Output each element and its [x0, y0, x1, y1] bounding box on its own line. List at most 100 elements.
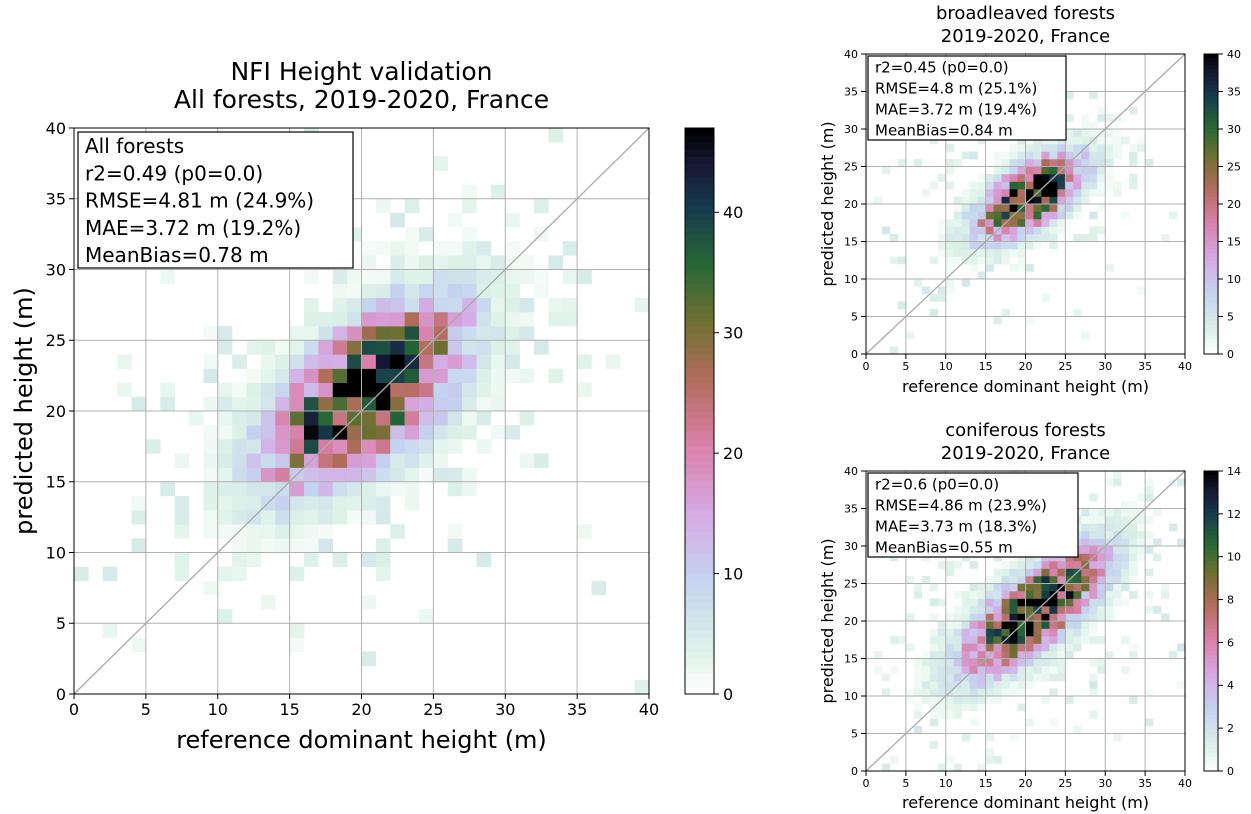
- heatmap-cell: [921, 696, 931, 704]
- colorbar-segment: [685, 488, 714, 497]
- heatmap-cell: [419, 283, 434, 299]
- heatmap-cell: [332, 382, 348, 398]
- heatmap-cell: [1097, 508, 1106, 517]
- heatmap-cell: [1097, 606, 1106, 614]
- heatmap-cell: [1081, 151, 1090, 160]
- heatmap-cell: [937, 294, 947, 302]
- heatmap-cell: [318, 311, 334, 327]
- colorbar-segment: [1204, 748, 1218, 753]
- heatmap-cell: [232, 411, 247, 426]
- heatmap-cell: [937, 561, 947, 569]
- heatmap-cell: [174, 566, 190, 582]
- colorbar-segment: [1204, 546, 1218, 551]
- heatmap-cell: [993, 568, 1002, 577]
- heatmap-cell: [921, 651, 931, 659]
- heatmap-cell: [1001, 256, 1010, 265]
- heatmap-cell: [447, 538, 463, 553]
- chart-title-line-2: 2019-2020, France: [941, 26, 1110, 47]
- heatmap-cell: [174, 453, 190, 468]
- heatmap-cell: [1169, 651, 1178, 659]
- heatmap-cell: [953, 226, 963, 235]
- colorbar-segment: [685, 156, 714, 164]
- heatmap-cell: [1097, 189, 1106, 197]
- colorbar-segment: [1204, 335, 1218, 340]
- heatmap-cell: [913, 583, 923, 592]
- heatmap-cell: [977, 651, 986, 659]
- colorbar-segment: [1204, 654, 1218, 659]
- colorbar-segment: [685, 495, 714, 504]
- x-tick-label: 15: [979, 360, 993, 373]
- colorbar-segment: [1204, 312, 1218, 317]
- heatmap-cell: [1073, 576, 1082, 584]
- colorbar-segment: [1204, 662, 1218, 667]
- heatmap-cell: [289, 340, 305, 355]
- heatmap-cell: [419, 326, 434, 341]
- heatmap-cell: [945, 249, 955, 257]
- heatmap-cell: [1025, 673, 1034, 682]
- heatmap-cell: [977, 688, 986, 697]
- heatmap-cell: [1105, 114, 1114, 122]
- heatmap-cell: [1113, 136, 1122, 145]
- heatmap-cell: [476, 269, 492, 284]
- heatmap-cell: [289, 524, 305, 539]
- heatmap-cell: [1017, 681, 1026, 689]
- colorbar-segment: [685, 319, 714, 327]
- heatmap-cell: [1105, 651, 1114, 659]
- heatmap-cell: [1145, 688, 1154, 697]
- heatmap-cell: [332, 453, 348, 468]
- heatmap-cell: [1025, 166, 1034, 175]
- colorbar-segment: [1204, 54, 1218, 59]
- heatmap-cell: [174, 495, 190, 511]
- heatmap-cell: [390, 396, 405, 412]
- heatmap-cell: [1033, 598, 1042, 607]
- colorbar-segment: [685, 304, 714, 313]
- colorbar-segment: [685, 411, 714, 419]
- heatmap-cell: [1025, 189, 1034, 197]
- heatmap-cell: [447, 269, 463, 284]
- heatmap-cell: [304, 326, 319, 341]
- x-tick-label: 25: [423, 700, 443, 719]
- heatmap-cell: [1049, 621, 1058, 629]
- heatmap-cell: [1033, 211, 1042, 220]
- heatmap-cell: [1001, 561, 1010, 569]
- heatmap-cell: [1065, 636, 1074, 644]
- heatmap-cell: [1009, 681, 1018, 689]
- heatmap-cell: [476, 368, 492, 383]
- heatmap-cell: [897, 256, 907, 265]
- heatmap-cell: [1129, 576, 1138, 584]
- heatmap-cell: [447, 425, 463, 440]
- colorbar-segment: [1204, 260, 1218, 265]
- heatmap-cell: [577, 382, 592, 398]
- heatmap-cell: [289, 439, 305, 454]
- colorbar-segment: [1204, 516, 1218, 521]
- heatmap-cell: [1057, 219, 1066, 227]
- colorbar-segment: [685, 602, 714, 610]
- heatmap-cell: [433, 439, 449, 454]
- heatmap-cell: [577, 524, 592, 539]
- heatmap-cell: [1009, 144, 1018, 152]
- heatmap-cell: [1041, 696, 1050, 704]
- heatmap-cell: [1017, 256, 1026, 265]
- heatmap-cell: [361, 411, 377, 426]
- heatmap-cell: [1089, 493, 1098, 502]
- heatmap-cell: [1041, 658, 1050, 667]
- heatmap-cell: [260, 354, 276, 369]
- heatmap-cell: [1033, 144, 1042, 152]
- heatmap-cell: [131, 510, 147, 525]
- x-tick-label: 20: [351, 700, 371, 719]
- heatmap-cell: [1105, 159, 1114, 167]
- x-tick-label: 35: [1138, 777, 1152, 790]
- heatmap-cell: [490, 382, 506, 398]
- heatmap-cell: [977, 226, 986, 235]
- heatmap-cell: [447, 326, 463, 341]
- heatmap-cell: [1081, 136, 1090, 145]
- heatmap-cell: [591, 580, 607, 596]
- heatmap-cell: [1105, 174, 1114, 182]
- heatmap-cell: [462, 481, 477, 497]
- heatmap-cell: [993, 613, 1002, 622]
- colorbar-segment: [685, 460, 714, 469]
- heatmap-cell: [1041, 166, 1050, 175]
- x-tick-label: 40: [639, 700, 659, 719]
- heatmap-cell: [1121, 636, 1130, 644]
